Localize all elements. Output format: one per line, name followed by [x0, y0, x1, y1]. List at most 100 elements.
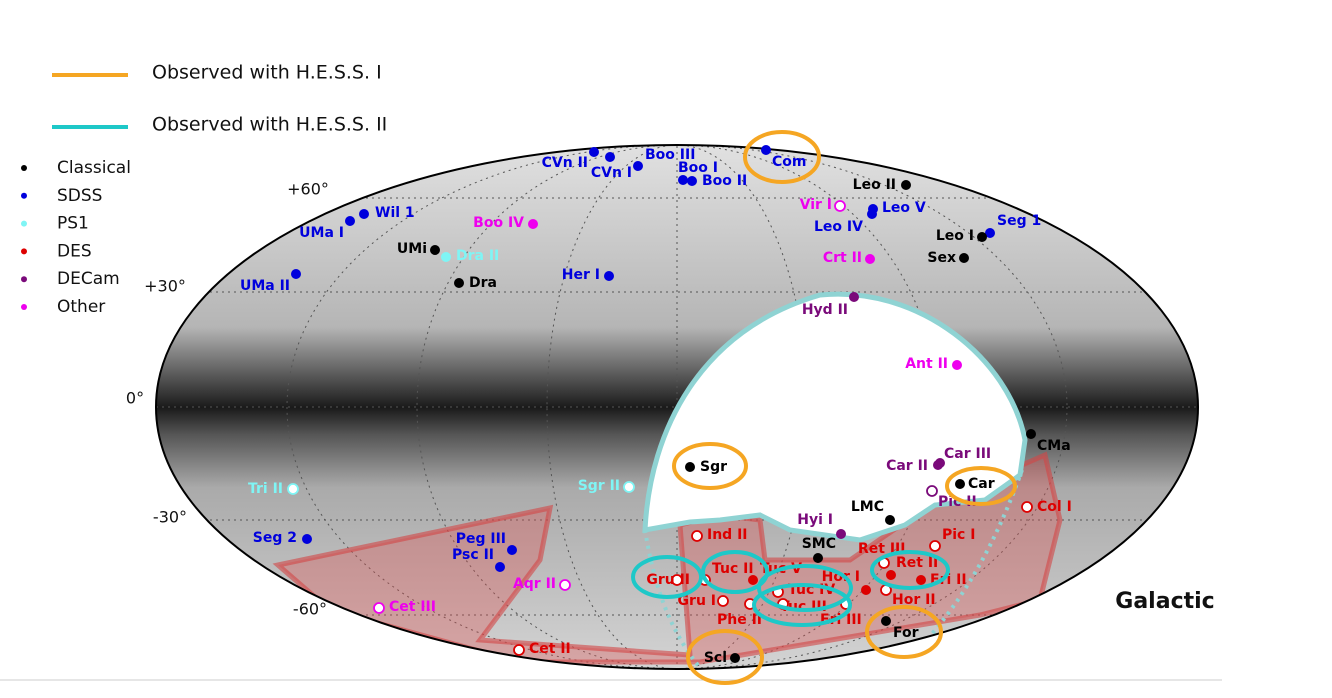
galaxy-marker	[604, 271, 614, 281]
galaxy-label: Wil 1	[375, 205, 415, 221]
galaxy-label: Leo I	[936, 228, 974, 244]
galaxy-label: Psc II	[452, 547, 494, 563]
galaxy-marker	[685, 462, 695, 472]
galaxy-label: CVn I	[591, 165, 632, 181]
galaxy-marker	[1021, 501, 1033, 513]
galaxy-label: Seg 2	[253, 530, 297, 546]
galaxy-marker	[977, 232, 987, 242]
galaxy-label: Crt II	[823, 250, 862, 266]
galaxy-marker	[589, 147, 599, 157]
galaxy-label: Tri II	[248, 481, 283, 497]
galaxy-label: Ind II	[707, 527, 748, 543]
galaxy-label: Phe II	[717, 612, 762, 628]
galaxy-marker	[813, 553, 823, 563]
galaxy-marker	[861, 585, 871, 595]
galaxy-marker	[495, 562, 505, 572]
sky-background	[156, 145, 1198, 669]
galaxy-label: Tuc II	[712, 561, 754, 577]
legend-label: Other	[57, 297, 105, 317]
galaxy-label: Aqr II	[513, 576, 556, 592]
galaxy-label: Gru I	[678, 593, 716, 609]
latitude-label: +60°	[287, 180, 329, 199]
galaxy-marker	[761, 145, 771, 155]
galaxy-label: For	[893, 625, 919, 641]
latitude-label: -30°	[153, 508, 187, 527]
galaxy-marker	[507, 545, 517, 555]
galaxy-marker	[929, 540, 941, 552]
galaxy-label: Dra II	[456, 248, 499, 264]
galaxy-marker	[678, 175, 688, 185]
latitude-label: +30°	[144, 277, 186, 296]
legend-label: DECam	[57, 269, 120, 289]
galaxy-marker	[373, 602, 385, 614]
galaxy-label: Cet III	[389, 599, 436, 615]
galaxy-marker	[834, 200, 846, 212]
legend-marker	[21, 248, 27, 255]
galaxy-label: Pic I	[942, 527, 975, 543]
galaxy-label: Pic II	[938, 494, 977, 510]
legend-label: Classical	[57, 158, 131, 178]
galaxy-marker	[513, 644, 525, 656]
galaxy-label: Car III	[944, 446, 991, 462]
legend-label: Observed with H.E.S.S. I	[152, 62, 382, 84]
galaxy-label: Hor II	[892, 592, 936, 608]
galaxy-label: SMC	[802, 536, 836, 552]
galaxy-marker	[359, 209, 369, 219]
galaxy-label: Sgr	[700, 459, 727, 475]
galaxy-marker	[867, 209, 877, 219]
legend-marker	[21, 165, 27, 171]
galaxy-marker	[959, 253, 969, 263]
legend-label: DES	[57, 241, 92, 261]
galaxy-label: CMa	[1037, 438, 1071, 454]
galaxy-marker	[926, 485, 938, 497]
galaxy-label: Her I	[562, 267, 600, 283]
galaxy-label: Ret II	[896, 555, 938, 571]
galaxy-label: Vir I	[800, 197, 832, 213]
galaxy-marker	[952, 360, 962, 370]
galaxy-label: Hyi I	[797, 512, 833, 528]
galaxy-marker	[886, 570, 896, 580]
galaxy-label: Eri II	[930, 572, 967, 588]
galaxy-label: Boo I	[678, 160, 718, 176]
galaxy-marker	[291, 269, 301, 279]
galaxy-marker	[985, 228, 995, 238]
galaxy-label: Car II	[886, 458, 928, 474]
galaxy-marker	[933, 460, 943, 470]
galaxy-label: Car	[968, 476, 995, 492]
galaxy-marker	[881, 616, 891, 626]
sky-outline	[155, 144, 1199, 670]
galaxy-label: Com	[772, 154, 806, 170]
galaxy-label: Dra	[469, 275, 497, 291]
galaxy-marker	[955, 479, 965, 489]
galaxy-label: Leo V	[882, 200, 926, 216]
galaxy-marker	[717, 595, 729, 607]
galaxy-marker	[885, 515, 895, 525]
galaxy-label: UMa I	[299, 225, 344, 241]
latitude-label: 0°	[126, 389, 144, 408]
galaxy-marker	[345, 216, 355, 226]
galaxy-marker	[916, 575, 926, 585]
legend-marker	[21, 276, 27, 283]
galaxy-marker	[430, 245, 440, 255]
legend: Observed with H.E.S.S. I Observed with H.…	[21, 62, 387, 317]
galaxy-label: Hyd II	[802, 302, 848, 318]
galaxy-label: Boo IV	[473, 215, 524, 231]
galaxy-marker	[687, 176, 697, 186]
galaxy-label: Scl	[704, 650, 727, 666]
galaxy-marker	[671, 574, 683, 586]
galaxy-marker	[454, 278, 464, 288]
galaxy-label: Col I	[1037, 499, 1072, 515]
galaxy-label: Eri III	[820, 612, 862, 628]
galaxy-marker	[691, 530, 703, 542]
galaxy-marker	[901, 180, 911, 190]
galaxy-label: Seg 1	[997, 213, 1041, 229]
observation-rings	[631, 130, 1017, 685]
legend-marker	[21, 220, 27, 227]
galaxy-marker	[849, 292, 859, 302]
galaxy-label: Leo IV	[814, 219, 863, 235]
galaxy-label: Gru II	[646, 572, 690, 588]
galaxy-label: Leo II	[853, 177, 896, 193]
galaxy-marker	[1026, 429, 1036, 439]
galaxy-label: UMi	[397, 241, 427, 257]
frame-label: Galactic	[1115, 589, 1214, 614]
